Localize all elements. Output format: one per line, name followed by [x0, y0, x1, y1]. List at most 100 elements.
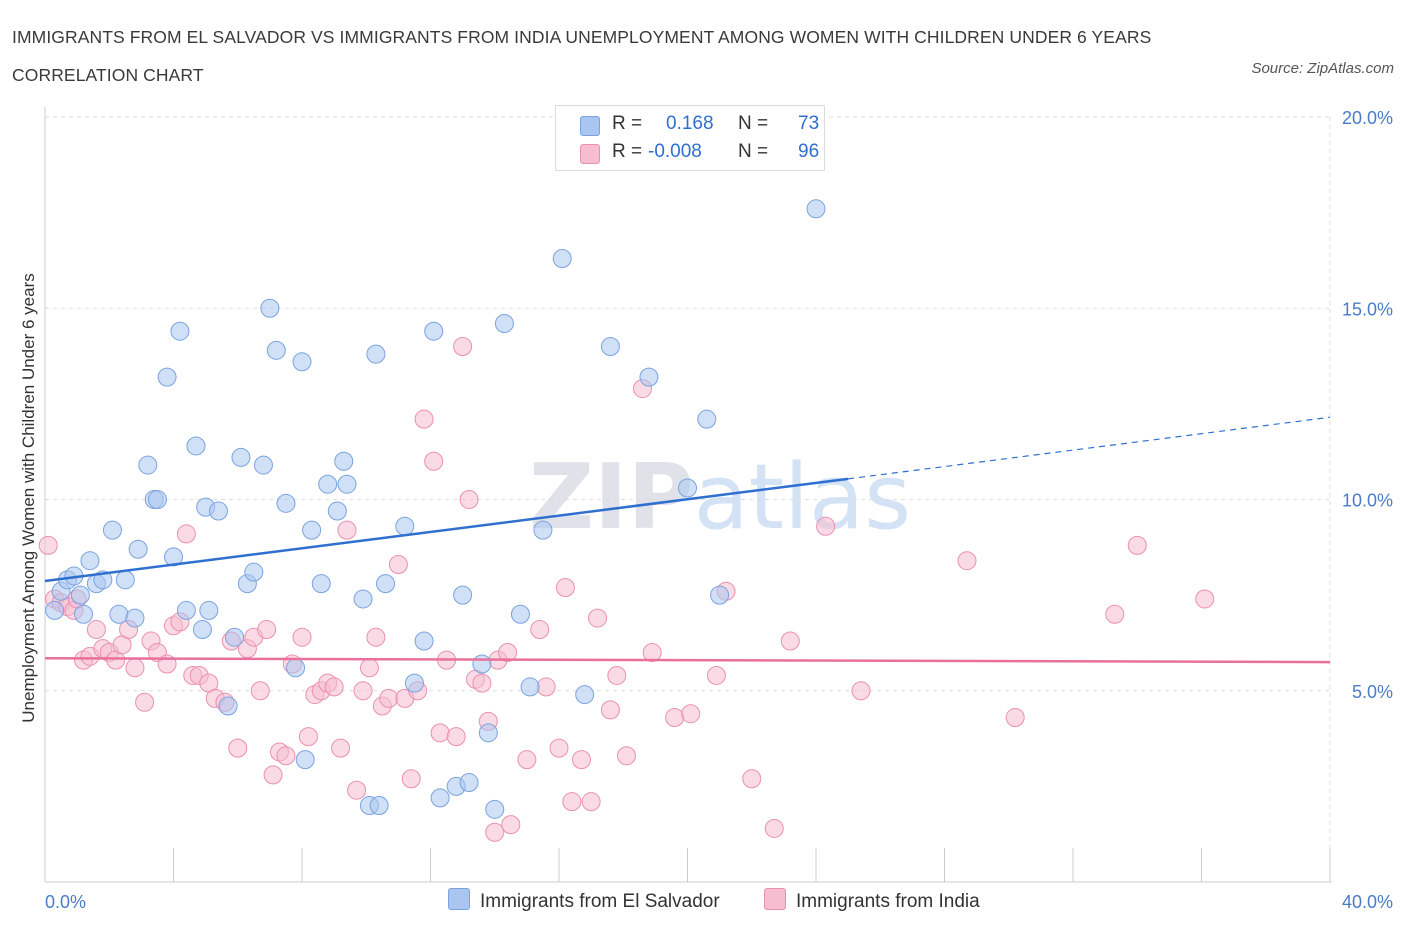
y-tick-label: 15.0%	[1342, 299, 1393, 319]
r-value: -0.008	[648, 141, 702, 162]
data-point-india	[353, 681, 373, 701]
india-points	[38, 337, 1215, 842]
data-point-india	[1195, 589, 1215, 609]
data-point-india	[257, 620, 277, 640]
data-point-el-salvador	[266, 340, 286, 360]
axes	[44, 107, 1332, 883]
data-point-el-salvador	[697, 409, 717, 429]
legend-item-el-salvador: Immigrants from El Salvador	[448, 888, 720, 913]
data-point-el-salvador	[231, 447, 251, 467]
data-point-india	[446, 727, 466, 747]
data-point-el-salvador	[806, 199, 826, 219]
data-point-el-salvador	[170, 321, 190, 341]
data-point-india	[764, 818, 784, 838]
data-point-el-salvador	[318, 474, 338, 494]
blue-swatch	[580, 116, 600, 136]
data-point-el-salvador	[366, 344, 386, 364]
data-point-india	[424, 451, 444, 471]
r-label: R =	[612, 113, 643, 134]
n-value: 73	[798, 113, 820, 134]
data-point-india	[665, 708, 685, 728]
y-tick-label: 5.0%	[1352, 682, 1393, 702]
legend-item-india: Immigrants from India	[764, 888, 980, 913]
data-point-el-salvador	[395, 516, 415, 536]
data-point-el-salvador	[472, 654, 492, 674]
data-point-india	[337, 520, 357, 540]
data-point-india	[430, 723, 450, 743]
data-point-india	[555, 577, 575, 597]
y-axis-label: Unemployment Among Women with Children U…	[19, 273, 38, 722]
data-point-india	[562, 792, 582, 812]
stats-legend: R = 0.168 N = 73 R = -0.008 N = 96	[555, 105, 825, 171]
blue-swatch	[448, 888, 470, 910]
n-label: N =	[738, 113, 769, 134]
y-tick-label: 10.0%	[1342, 491, 1393, 511]
x-tick-label: 40.0%	[1342, 892, 1393, 912]
data-point-india	[549, 738, 569, 758]
data-point-el-salvador	[80, 551, 100, 571]
data-point-el-salvador	[186, 436, 206, 456]
r-label: R =	[612, 141, 643, 162]
data-point-el-salvador	[208, 501, 228, 521]
data-point-india	[388, 555, 408, 575]
data-point-el-salvador	[192, 620, 212, 640]
data-point-india	[379, 688, 399, 708]
data-point-india	[250, 681, 270, 701]
data-point-india	[600, 700, 620, 720]
data-point-el-salvador	[485, 799, 505, 819]
data-point-el-salvador	[128, 539, 148, 559]
data-point-india	[536, 677, 556, 697]
data-point-india	[616, 746, 636, 766]
data-point-el-salvador	[157, 367, 177, 387]
data-point-india	[517, 750, 537, 770]
trend-lines	[44, 416, 1331, 664]
data-point-el-salvador	[478, 723, 498, 743]
pink-swatch	[580, 144, 600, 164]
data-point-el-salvador	[376, 574, 396, 594]
data-point-india	[176, 524, 196, 544]
data-point-el-salvador	[292, 352, 312, 372]
data-point-india	[485, 822, 505, 842]
data-point-el-salvador	[276, 493, 296, 513]
watermark: ZIPatlas	[529, 445, 911, 550]
data-point-el-salvador	[74, 604, 94, 624]
data-point-el-salvador	[510, 604, 530, 624]
trend-line-el-salvador	[44, 477, 849, 583]
data-point-india	[501, 815, 521, 835]
data-point-india	[228, 738, 248, 758]
data-point-el-salvador	[199, 600, 219, 620]
data-point-india	[276, 746, 296, 766]
data-point-el-salvador	[494, 314, 514, 334]
data-point-el-salvador	[334, 451, 354, 471]
tick-labels: 5.0% 10.0% 15.0% 20.0% 0.0% 40.0%	[45, 108, 1393, 912]
data-point-el-salvador	[430, 788, 450, 808]
n-label: N =	[738, 141, 769, 162]
data-point-el-salvador	[147, 490, 167, 509]
data-point-india	[292, 627, 312, 647]
data-point-el-salvador	[678, 478, 697, 498]
data-point-india	[86, 620, 106, 640]
data-point-india	[498, 643, 518, 662]
n-value: 96	[798, 141, 820, 162]
data-point-india	[459, 490, 479, 509]
source-label: Source: ZipAtlas.com	[1251, 60, 1394, 77]
data-point-el-salvador	[404, 673, 424, 693]
data-point-el-salvador	[459, 773, 479, 793]
data-point-el-salvador	[115, 570, 135, 590]
data-point-el-salvador	[575, 685, 595, 705]
data-point-india	[359, 658, 379, 678]
data-point-india	[530, 620, 550, 640]
data-point-el-salvador	[218, 696, 238, 716]
data-point-india	[347, 780, 367, 800]
data-point-el-salvador	[453, 585, 473, 605]
data-point-el-salvador	[639, 367, 659, 387]
data-point-india	[414, 409, 434, 429]
data-point-el-salvador	[295, 750, 315, 770]
data-point-india	[957, 551, 977, 571]
legend-label: Immigrants from India	[796, 891, 980, 912]
data-point-el-salvador	[125, 608, 145, 628]
data-point-el-salvador	[533, 520, 553, 540]
y-tick-label: 20.0%	[1342, 108, 1393, 128]
data-point-india	[1127, 535, 1147, 555]
data-point-el-salvador	[138, 455, 158, 475]
